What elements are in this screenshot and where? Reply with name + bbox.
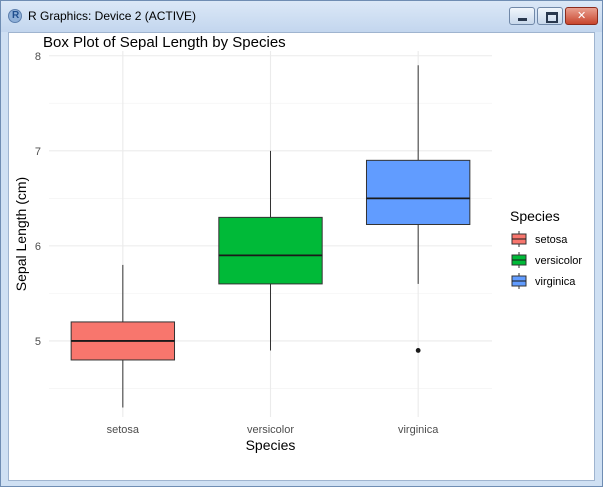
x-axis-title: Species xyxy=(246,437,296,453)
x-tick-label: versicolor xyxy=(247,424,294,436)
title-bar[interactable]: R Graphics: Device 2 (ACTIVE) xyxy=(1,1,602,32)
x-tick-label: virginica xyxy=(398,424,439,436)
chart-title: Box Plot of Sepal Length by Species xyxy=(43,34,286,51)
y-tick-label: 5 xyxy=(35,336,41,348)
legend-label: virginica xyxy=(535,276,576,288)
y-tick-label: 6 xyxy=(35,241,41,253)
close-button[interactable] xyxy=(565,7,598,25)
legend-label: versicolor xyxy=(535,255,582,267)
box-versicolor xyxy=(218,216,323,285)
minimize-button[interactable] xyxy=(509,7,535,25)
box-virginica xyxy=(365,159,471,225)
plot-area: Box Plot of Sepal Length by Species 5 6 7 8… xyxy=(8,32,595,481)
legend-title: Species xyxy=(510,208,560,224)
legend-label: setosa xyxy=(535,234,568,246)
x-tick-label: setosa xyxy=(107,424,140,436)
r-app-icon xyxy=(8,9,22,23)
maximize-button[interactable] xyxy=(537,7,563,25)
y-tick-label: 8 xyxy=(35,51,41,63)
window-title: R Graphics: Device 2 (ACTIVE) xyxy=(28,9,197,23)
y-tick-label: 7 xyxy=(35,146,41,158)
y-axis-title: Sepal Length (cm) xyxy=(13,177,29,291)
outlier-point xyxy=(415,348,421,353)
box-plot: 5 6 7 8 setosa versicolor virginica Species Sepa… xyxy=(13,51,582,453)
